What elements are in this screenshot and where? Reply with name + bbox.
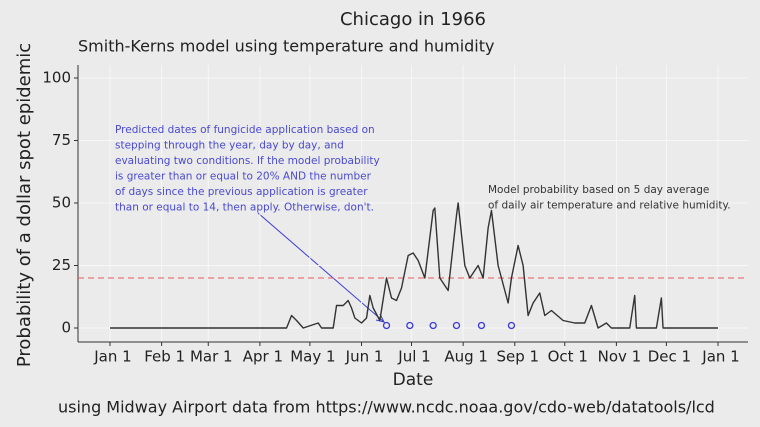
x-tick-label: Jan 1 [701, 348, 739, 366]
x-tick-label: Jun 1 [345, 348, 384, 366]
annotation-text: than or equal to 14, then apply. Otherwi… [115, 202, 374, 214]
annotation-text: evaluating two conditions. If the model … [115, 155, 380, 167]
application-point [507, 321, 516, 330]
annotation-arrowhead [375, 313, 385, 323]
chart-title: Chicago in 1966 [340, 9, 486, 30]
annotation-text: stepping through the year, day by day, a… [115, 140, 344, 152]
x-tick-label: May 1 [290, 348, 335, 366]
y-tick-label: 75 [52, 131, 71, 149]
y-tick-label: 100 [42, 69, 71, 87]
annotation-text: Model probability based on 5 day average [488, 184, 709, 196]
x-tick-label: Mar 1 [190, 348, 233, 366]
caption: using Midway Airport data from https://w… [58, 398, 715, 417]
x-tick-label: Jul 1 [397, 348, 430, 366]
application-point [429, 321, 437, 330]
annotation-arrow [257, 212, 385, 323]
annotation-text: of days since the previous application i… [115, 186, 368, 198]
x-axis-label: Date [393, 370, 434, 390]
y-tick-label: 50 [52, 194, 71, 212]
x-tick-label: Dec 1 [648, 348, 691, 366]
y-axis-label: Probability of a dollar spot epidemic [14, 43, 35, 367]
application-point [452, 321, 461, 330]
x-tick-label: Feb 1 [144, 348, 185, 366]
x-tick-label: Nov 1 [598, 348, 642, 366]
annotation-text: is greater than or equal to 20% AND the … [115, 171, 372, 183]
application-point [406, 321, 414, 330]
x-tick-label: Sep 1 [496, 348, 539, 366]
annotation-text: Predicted dates of fungicide application… [115, 124, 375, 136]
annotation-text: of daily air temperature and relative hu… [488, 200, 731, 212]
application-point [477, 321, 486, 330]
plot-area: 0 25 50 75 100 Jan 1 Feb 1 Mar 1 Apr 1 May 1 Jun 1… [42, 65, 748, 366]
application-point [382, 321, 391, 330]
x-tick-label: Apr 1 [243, 348, 283, 366]
chart-subtitle: Smith-Kerns model using temperature and … [78, 37, 494, 56]
x-tick-label: Oct 1 [548, 348, 588, 366]
probability-line [109, 202, 719, 329]
y-tick-label: 25 [52, 256, 71, 274]
y-tick-label: 0 [61, 319, 71, 337]
x-tick-label: Jan 1 [93, 348, 131, 366]
x-tick-label: Aug 1 [444, 348, 488, 366]
